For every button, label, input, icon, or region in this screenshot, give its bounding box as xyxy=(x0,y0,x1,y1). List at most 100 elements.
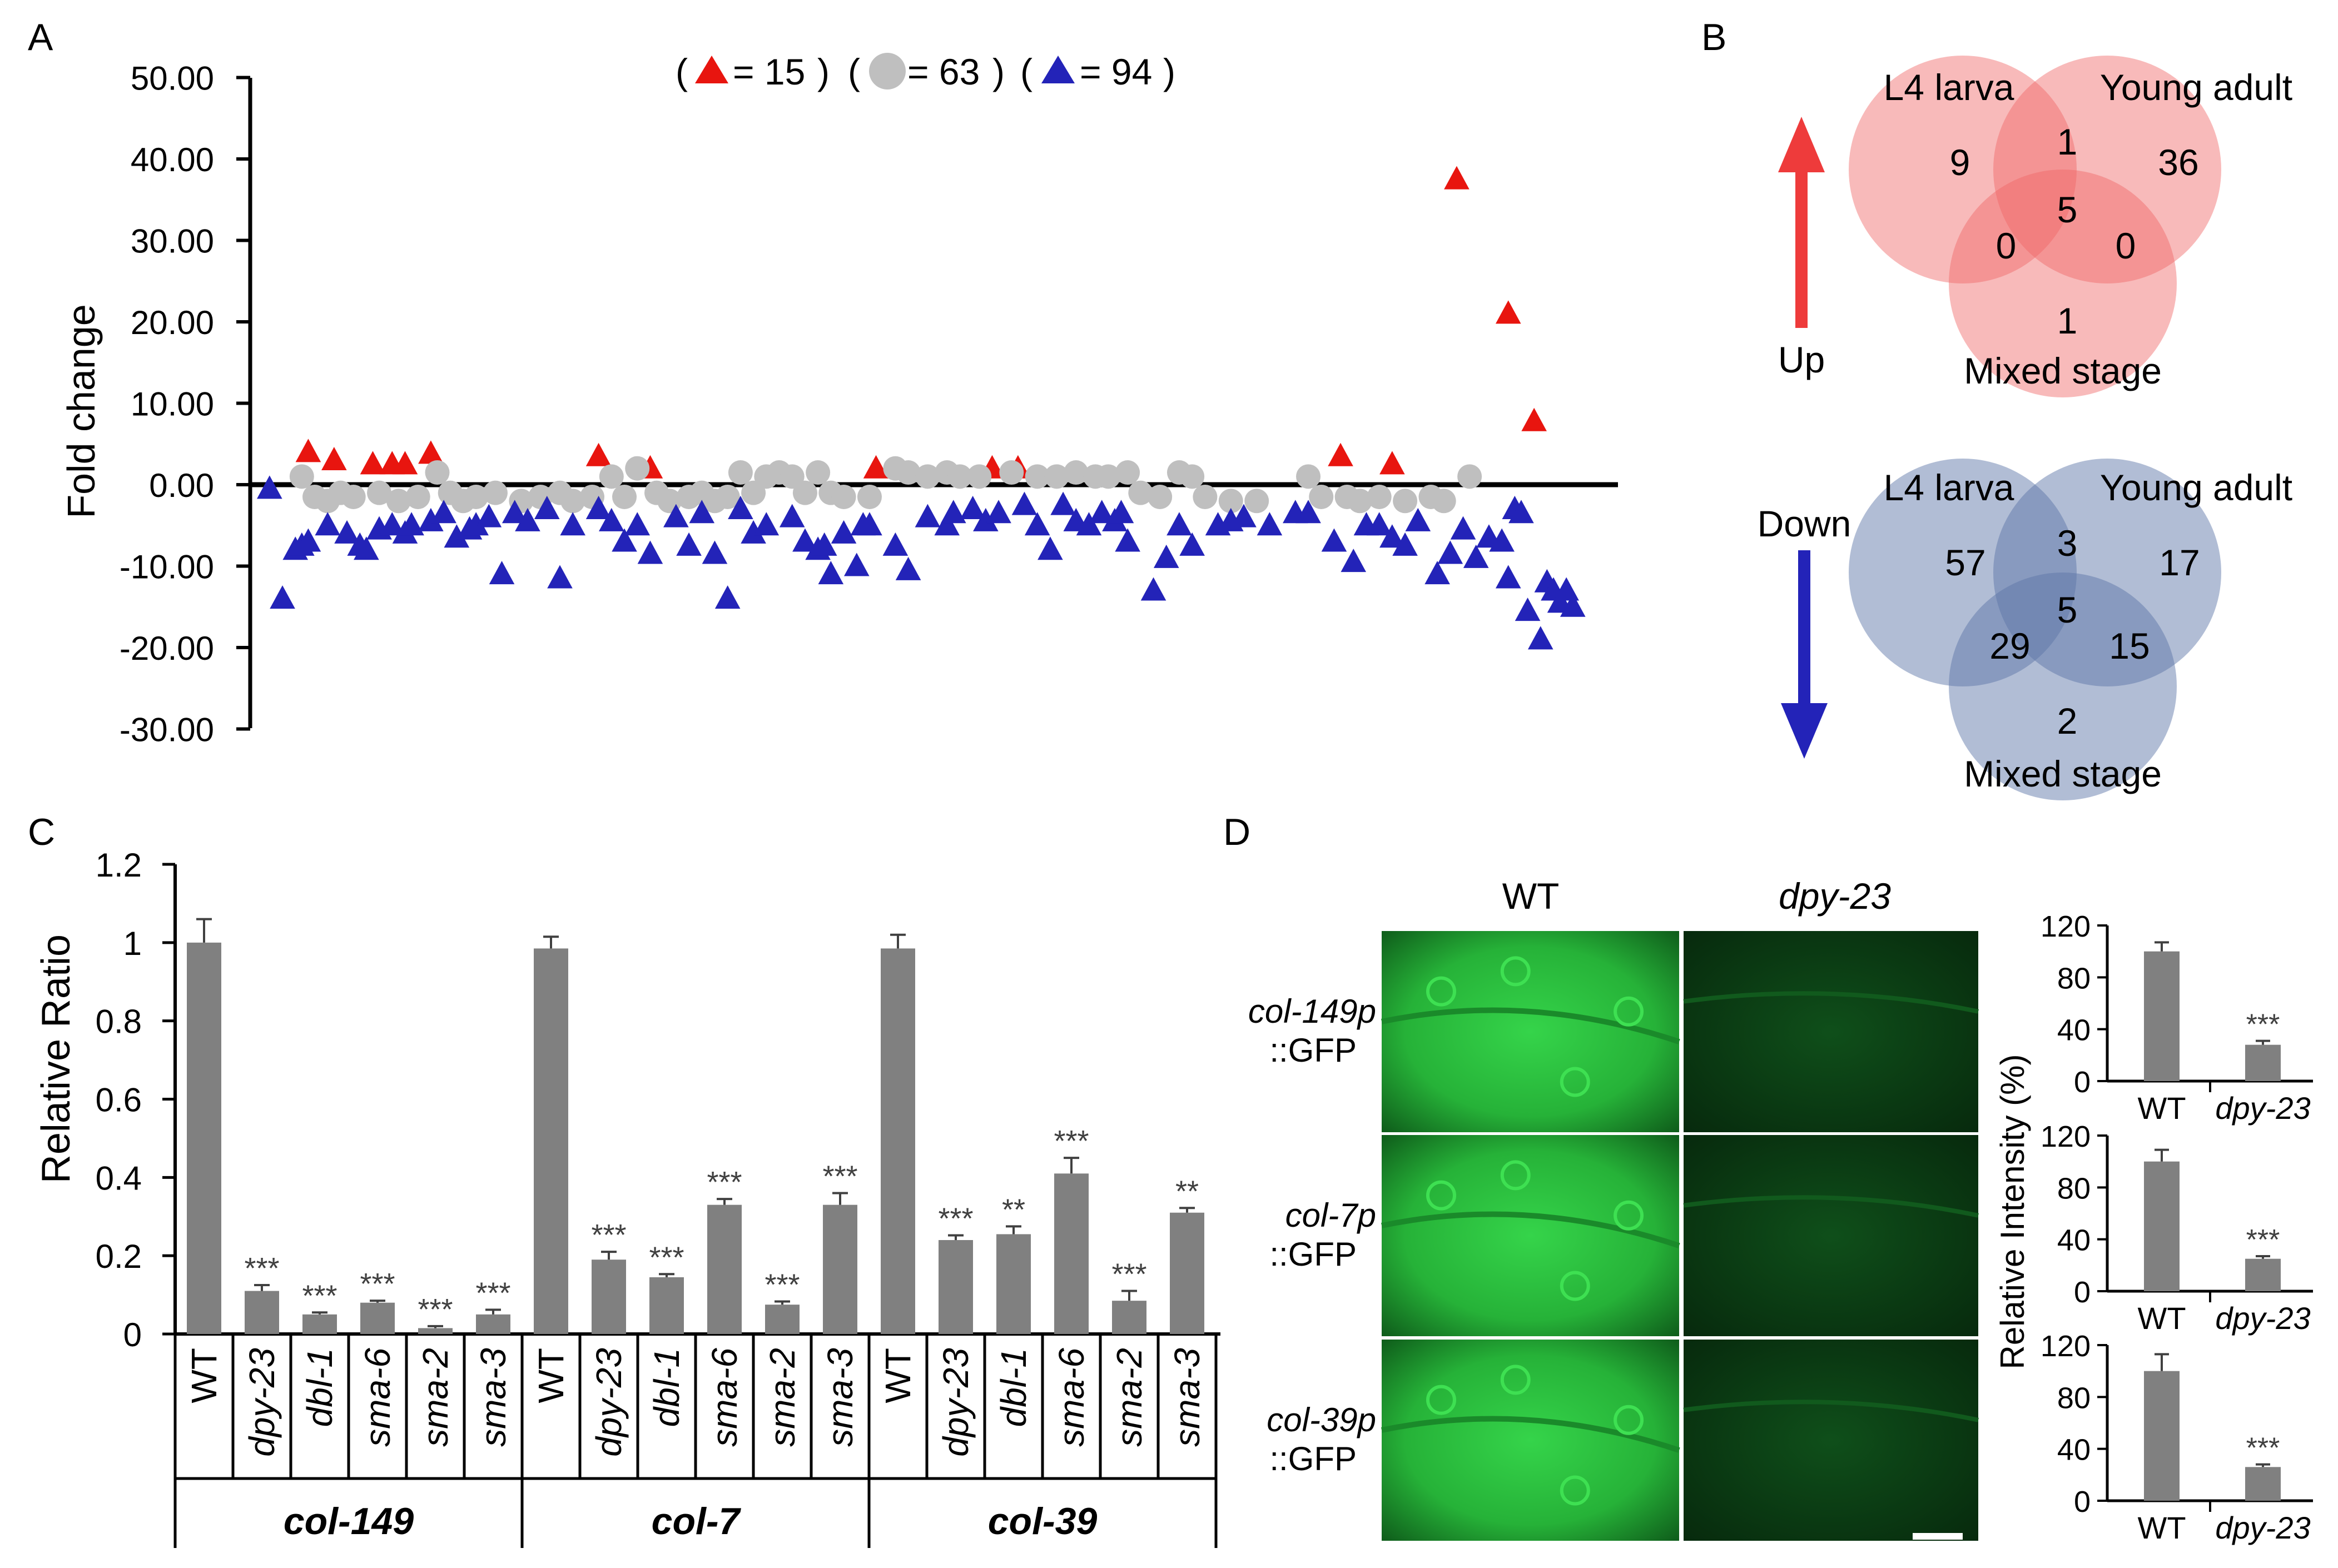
point-down xyxy=(676,532,702,556)
point-down xyxy=(753,512,780,536)
point-down xyxy=(599,507,624,531)
a-ytick-label: 40.00 xyxy=(131,141,214,178)
point-down xyxy=(714,585,741,609)
venn-down: Down L4 larva Young adult Mixed stage 57… xyxy=(1758,459,2292,800)
nucleus xyxy=(1500,956,1531,987)
svg-text:(: ( xyxy=(676,51,688,92)
c-ytick-label: 0.6 xyxy=(96,1082,142,1119)
bar-col-7-dbl-1 xyxy=(649,1277,684,1334)
point-down xyxy=(1560,593,1586,617)
a-ytick-label: 30.00 xyxy=(131,223,214,260)
point-down xyxy=(831,520,857,544)
legend-up-triangle-icon xyxy=(695,56,728,83)
point-down xyxy=(986,500,1011,524)
point-down xyxy=(315,512,341,536)
panel-label-d: D xyxy=(1223,811,1250,853)
significance-mark: *** xyxy=(2246,1224,2280,1256)
d-ytick-label: 80 xyxy=(2057,1381,2091,1415)
c-category-label: sma-6 xyxy=(704,1348,744,1447)
nucleus xyxy=(1426,1180,1456,1211)
nucleus xyxy=(1614,996,1644,1027)
d-ytick-label: 40 xyxy=(2057,1014,2091,1047)
significance-mark: *** xyxy=(302,1279,337,1312)
significance-mark: *** xyxy=(475,1276,510,1310)
up-set-l4: L4 larva xyxy=(1884,67,2014,108)
point-unchanged xyxy=(1347,489,1372,514)
point-down xyxy=(354,536,379,560)
d-category-label: WT xyxy=(2137,1510,2186,1545)
panel-label-b: B xyxy=(1701,16,1726,58)
svg-text:(: ( xyxy=(1020,51,1033,92)
point-up xyxy=(392,451,418,475)
bar-col-149-dpy-23 xyxy=(245,1291,279,1334)
point-unchanged xyxy=(1393,489,1418,514)
significance-mark: *** xyxy=(591,1218,626,1252)
c-category-label: dbl-1 xyxy=(300,1348,340,1427)
down-arrow-icon xyxy=(1781,703,1828,759)
down-set-mixed: Mixed stage xyxy=(1964,753,2162,794)
nucleus xyxy=(1560,1067,1590,1097)
significance-mark: *** xyxy=(244,1252,279,1285)
c-category-label: dpy-23 xyxy=(589,1348,629,1457)
point-down xyxy=(1024,512,1050,536)
point-down xyxy=(941,500,966,524)
point-down xyxy=(779,504,805,527)
point-down xyxy=(612,528,637,552)
point-down xyxy=(547,565,573,589)
a-ytick-label: -30.00 xyxy=(120,711,214,749)
point-down xyxy=(515,507,540,531)
point-down xyxy=(895,556,921,580)
significance-mark: *** xyxy=(938,1202,973,1236)
c-category-label: dbl-1 xyxy=(647,1348,687,1427)
point-down xyxy=(1527,626,1553,650)
point-down xyxy=(1011,491,1038,515)
bar-col-39-WT xyxy=(881,948,915,1334)
point-down xyxy=(818,561,844,585)
c-category-label: WT xyxy=(878,1348,918,1403)
d-bar-col-149p-WT xyxy=(2144,951,2180,1081)
c-ytick-label: 0.4 xyxy=(96,1159,142,1197)
point-unchanged xyxy=(1309,484,1334,509)
point-unchanged xyxy=(1044,464,1069,489)
point-down xyxy=(463,512,489,536)
point-down xyxy=(1341,549,1367,573)
bar-col-149-sma-6 xyxy=(360,1302,395,1334)
nucleus xyxy=(1500,1160,1531,1191)
point-up xyxy=(863,455,889,479)
c-category-label: sma-2 xyxy=(1109,1348,1149,1447)
down-region-b: 17 xyxy=(2159,542,2200,583)
significance-mark: *** xyxy=(360,1267,395,1301)
point-down xyxy=(295,528,321,552)
down-region-a: 57 xyxy=(1945,542,1985,583)
up-circle-young xyxy=(1993,56,2221,283)
a-ytick-label: 20.00 xyxy=(131,304,214,341)
d-ytick-label: 0 xyxy=(2074,1066,2091,1099)
worm-edge xyxy=(1381,1416,1680,1453)
c-ytick-label: 0.8 xyxy=(96,1003,142,1041)
point-down xyxy=(270,585,295,609)
point-unchanged xyxy=(1218,489,1243,514)
point-down xyxy=(1321,528,1347,552)
point-down xyxy=(1089,500,1115,524)
worm-edge xyxy=(1381,1007,1680,1044)
micrograph-wt-col-149p xyxy=(1382,931,1679,1132)
point-down xyxy=(1166,512,1192,536)
d-ytick-label: 80 xyxy=(2057,962,2091,995)
point-down xyxy=(741,520,766,544)
point-down xyxy=(489,561,515,585)
significance-mark: *** xyxy=(649,1241,684,1274)
bar-col-149-dbl-1 xyxy=(302,1314,337,1334)
significance-mark: ** xyxy=(1002,1193,1025,1226)
micrograph-wt-col-39p xyxy=(1382,1340,1679,1541)
d-ylabel: Relative Intensity (%) xyxy=(1994,1054,2031,1370)
d-ytick-label: 120 xyxy=(2041,1120,2091,1153)
c-category-label: sma-3 xyxy=(820,1348,860,1447)
point-down xyxy=(1295,500,1321,524)
point-unchanged xyxy=(1025,464,1050,489)
point-up xyxy=(1495,300,1521,324)
point-unchanged xyxy=(599,464,624,489)
c-category-label: sma-6 xyxy=(1051,1348,1091,1447)
bar-col-7-sma-2 xyxy=(765,1305,800,1334)
point-down xyxy=(560,512,585,536)
point-down xyxy=(534,495,560,519)
